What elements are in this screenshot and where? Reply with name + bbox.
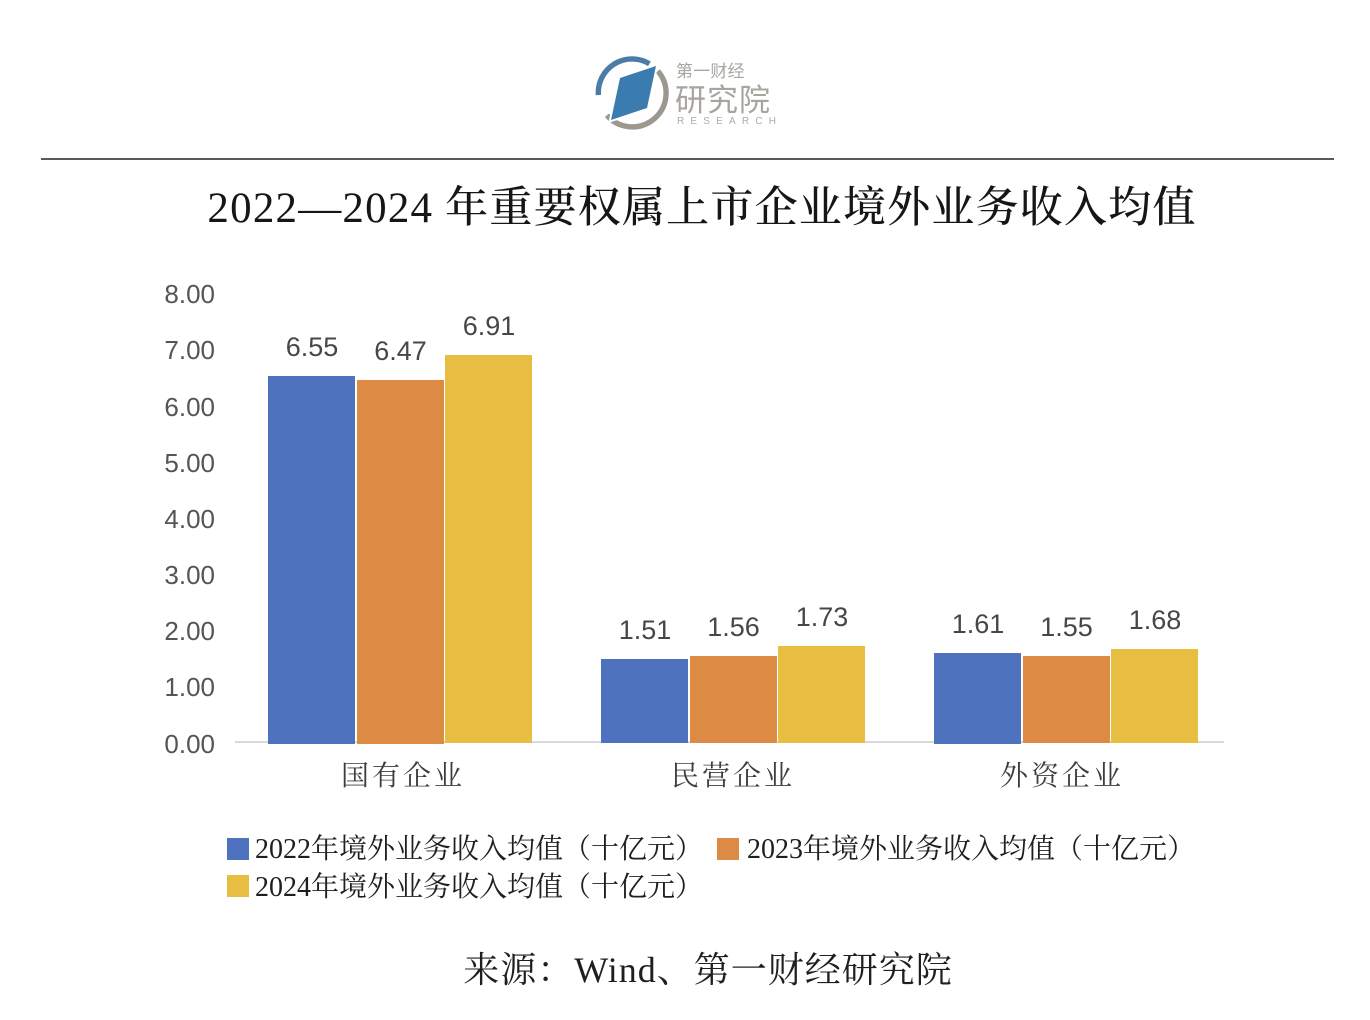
svg-text:研究院: 研究院 — [675, 83, 771, 118]
svg-text:第一财经: 第一财经 — [676, 62, 745, 81]
svg-text:RESEARCH: RESEARCH — [677, 116, 782, 127]
